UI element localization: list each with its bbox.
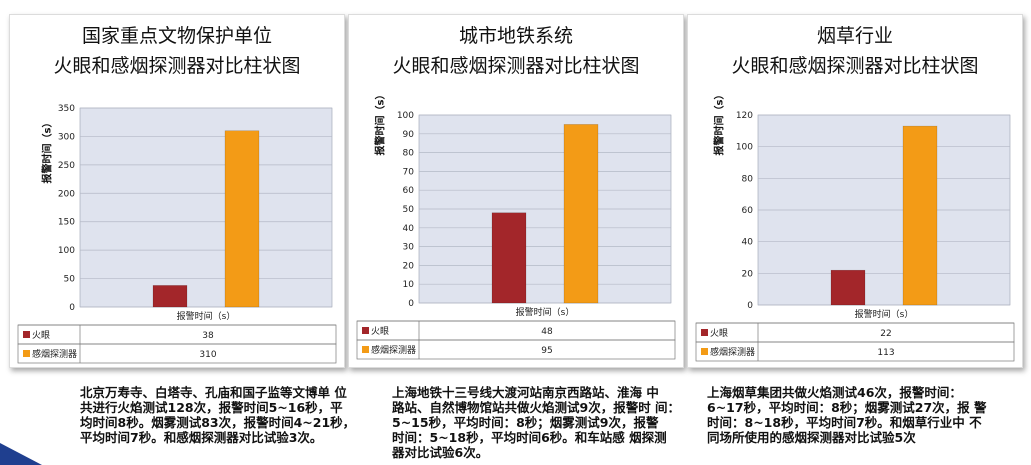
- bar-huoyan: [830, 269, 866, 306]
- y-tick-label: 80: [403, 149, 415, 159]
- bar-chart-2: 0 20 40 60 80 100 120 报警时间（s） 火眼 22 感烟探测器 113: [695, 111, 1015, 362]
- y-tick-label: 40: [742, 238, 754, 248]
- chart-title-line2: 火眼和感烟探测器对比柱状图: [731, 55, 979, 77]
- y-tick-label: 100: [736, 143, 753, 153]
- chart-title-line2: 火眼和感烟探测器对比柱状图: [53, 55, 301, 77]
- legend-label: 感烟探测器: [710, 346, 755, 358]
- legend-label: 火眼: [710, 328, 728, 339]
- x-axis-label: 报警时间（s）: [855, 308, 914, 320]
- y-tick-label: 250: [58, 161, 75, 171]
- legend-label: 感烟探测器: [371, 344, 416, 356]
- y-tick-label: 350: [58, 104, 75, 114]
- bar-huoyan: [152, 285, 188, 308]
- caption-tobacco: 上海烟草集团共做火焰测试46次，报警时间： 6~17秒，平均时间：8秒；烟雾测试…: [707, 385, 987, 445]
- data-label: 48: [541, 327, 553, 337]
- bar-chart-1: 0 10 20 30 40 50 60 70 80 90 100 报警时间（s） 火眼 48 感烟探测器 95: [356, 111, 676, 360]
- data-label: 310: [199, 350, 216, 360]
- y-tick-label: 50: [403, 205, 415, 215]
- table-row: [17, 324, 337, 345]
- chart-title-line2: 火眼和感烟探测器对比柱状图: [392, 55, 640, 77]
- x-axis-label: 报警时间（s）: [177, 310, 236, 322]
- y-tick-label: 40: [403, 224, 415, 234]
- corner-decoration: [0, 443, 42, 465]
- data-label: 113: [877, 348, 894, 358]
- y-tick-label: 20: [403, 261, 415, 271]
- legend-swatch: [23, 331, 30, 338]
- bar-smoke-detector: [563, 124, 599, 304]
- legend-swatch: [701, 348, 708, 355]
- table-row: [356, 320, 676, 341]
- y-tick-label: 90: [403, 130, 415, 140]
- legend-label: 火眼: [32, 330, 50, 341]
- table-row: [17, 343, 337, 364]
- data-label: 95: [541, 346, 552, 356]
- legend-swatch: [701, 329, 708, 336]
- legend-label: 感烟探测器: [32, 348, 77, 360]
- y-tick-label: 200: [58, 189, 75, 199]
- legend-swatch: [362, 346, 369, 353]
- y-tick-label: 60: [403, 186, 415, 196]
- bar-huoyan: [491, 212, 527, 304]
- y-tick-label: 30: [403, 243, 415, 253]
- legend-label: 火眼: [371, 326, 389, 337]
- y-tick-label: 80: [742, 174, 754, 184]
- caption-cultural-relics: 北京万寿寺、白塔寺、孔庙和国子监等文博单 位 共进行火焰测试128次，报警时间5…: [80, 385, 356, 445]
- bar-smoke-detector: [224, 130, 260, 308]
- chart-panel-metro: 城市地铁系统 火眼和感烟探测器对比柱状图 报警时间（s） 0 10 20 30 40 50…: [348, 14, 684, 368]
- y-tick-label: 100: [397, 111, 414, 121]
- y-tick-label: 20: [742, 269, 754, 279]
- data-label: 22: [880, 329, 891, 339]
- chart-panel-cultural-relics: 国家重点文物保护单位 火眼和感烟探测器对比柱状图 报警时间（s） 0 50 100 1…: [9, 14, 345, 368]
- y-tick-label: 10: [403, 280, 415, 290]
- data-label: 38: [202, 331, 214, 341]
- bar-chart-0: 0 50 100 150 200 250 300 350 报警时间（s） 火眼 38 感烟探测器 310: [17, 104, 337, 364]
- y-tick-label: 0: [69, 303, 75, 313]
- y-tick-label: 0: [408, 299, 414, 309]
- y-tick-label: 120: [736, 111, 753, 121]
- x-axis-label: 报警时间（s）: [516, 306, 575, 318]
- y-tick-label: 70: [403, 167, 415, 177]
- y-tick-label: 150: [58, 218, 75, 228]
- caption-metro: 上海地铁十三号线大渡河站南京西路站、淮海 中 路站、自然博物馆站共做火焰测试9次…: [392, 385, 681, 460]
- y-tick-label: 300: [58, 132, 75, 142]
- chart-title-line1: 烟草行业: [816, 25, 893, 47]
- y-tick-label: 60: [742, 206, 754, 216]
- bar-smoke-detector: [902, 125, 938, 306]
- chart-panel-tobacco: 烟草行业 火眼和感烟探测器对比柱状图 报警时间（s） 0 20 40 60 80 100 1…: [687, 14, 1023, 368]
- legend-swatch: [23, 350, 30, 357]
- y-tick-label: 0: [747, 301, 753, 311]
- table-row: [695, 322, 1015, 343]
- table-row: [695, 341, 1015, 362]
- legend-swatch: [362, 327, 369, 334]
- plot-area: [79, 107, 333, 308]
- y-tick-label: 100: [58, 246, 75, 256]
- table-row: [356, 339, 676, 360]
- chart-title-line1: 国家重点文物保护单位: [81, 25, 272, 47]
- chart-title-line1: 城市地铁系统: [458, 25, 573, 47]
- y-tick-label: 50: [64, 275, 76, 285]
